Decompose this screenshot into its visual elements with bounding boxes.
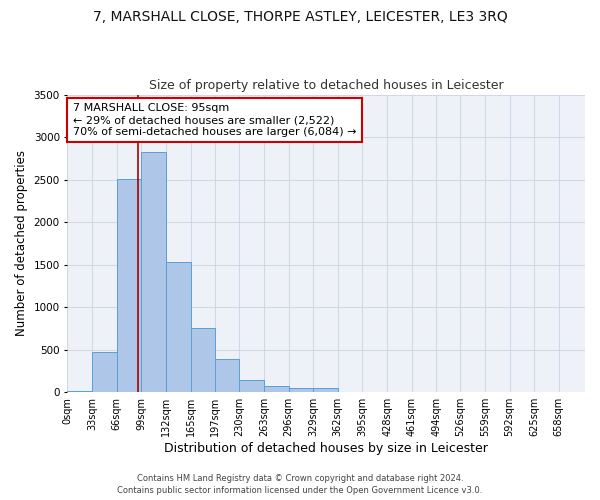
- Bar: [191, 328, 215, 392]
- X-axis label: Distribution of detached houses by size in Leicester: Distribution of detached houses by size …: [164, 442, 488, 455]
- Bar: [117, 178, 142, 392]
- Y-axis label: Number of detached properties: Number of detached properties: [15, 150, 28, 336]
- Bar: [215, 359, 239, 392]
- Bar: [264, 386, 289, 392]
- Bar: [67, 390, 92, 392]
- Text: 7, MARSHALL CLOSE, THORPE ASTLEY, LEICESTER, LE3 3RQ: 7, MARSHALL CLOSE, THORPE ASTLEY, LEICES…: [92, 10, 508, 24]
- Bar: [239, 380, 264, 392]
- Text: 7 MARSHALL CLOSE: 95sqm
← 29% of detached houses are smaller (2,522)
70% of semi: 7 MARSHALL CLOSE: 95sqm ← 29% of detache…: [73, 104, 356, 136]
- Bar: [289, 388, 313, 392]
- Bar: [166, 262, 191, 392]
- Title: Size of property relative to detached houses in Leicester: Size of property relative to detached ho…: [149, 79, 503, 92]
- Bar: [142, 152, 166, 392]
- Text: Contains HM Land Registry data © Crown copyright and database right 2024.
Contai: Contains HM Land Registry data © Crown c…: [118, 474, 482, 495]
- Bar: [92, 352, 117, 392]
- Bar: [313, 388, 338, 392]
